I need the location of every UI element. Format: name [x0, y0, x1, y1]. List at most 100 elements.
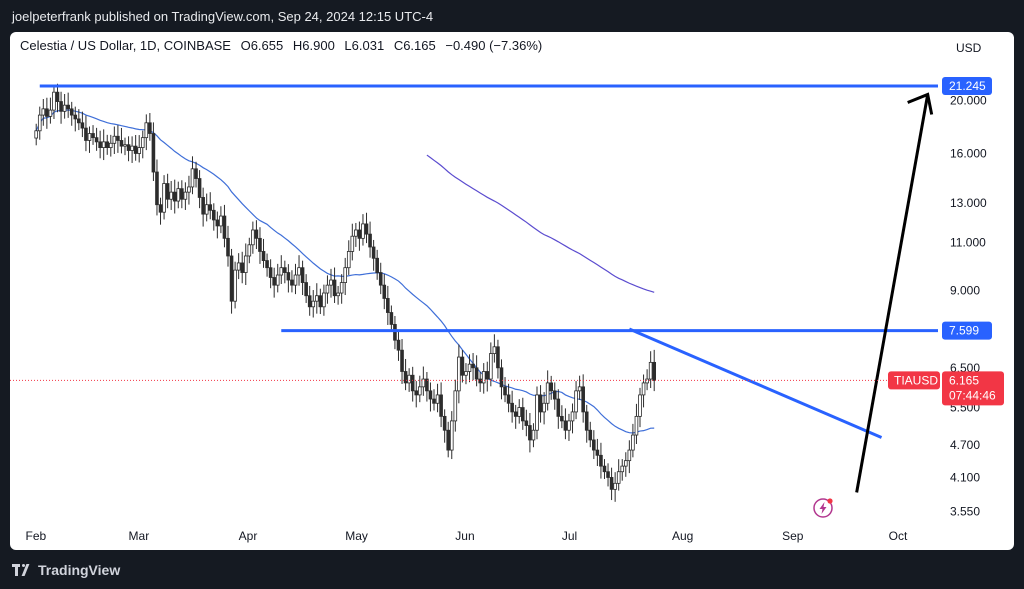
candle-down — [290, 279, 294, 286]
candle-down — [91, 133, 95, 139]
candle-down — [158, 204, 163, 213]
candle-down — [549, 382, 554, 392]
candle-up — [517, 407, 522, 417]
candle-up — [322, 292, 326, 308]
candle-down — [77, 118, 81, 124]
candle-up — [435, 394, 440, 404]
candle-down — [513, 411, 518, 417]
candle-down — [560, 415, 564, 422]
candle-up — [233, 269, 237, 302]
candle-down — [148, 122, 152, 134]
candle-up — [542, 402, 546, 413]
candle-up — [449, 420, 454, 451]
candle-up — [219, 215, 223, 227]
candle-down — [432, 398, 436, 404]
candle-up — [343, 267, 348, 283]
candle-down — [364, 223, 369, 235]
candle-down — [272, 277, 276, 286]
projection-arrow-head — [907, 92, 934, 115]
candle-down — [506, 394, 511, 404]
candle-down — [496, 346, 500, 369]
ohlc-legend: Celestia / US Dollar, 1D, COINBASE O6.65… — [20, 38, 542, 53]
candle-up — [481, 371, 486, 384]
candle-up — [311, 300, 316, 308]
candle-down — [98, 141, 102, 148]
last-price-value: 6.165 — [949, 373, 979, 387]
candle-down — [258, 237, 262, 252]
price-chart[interactable]: Celestia / US Dollar, 1D, COINBASE O6.65… — [10, 32, 1014, 550]
candle-down — [393, 324, 397, 341]
candle-down — [584, 411, 589, 431]
candle-down — [265, 260, 269, 269]
tradingview-logo[interactable]: TradingView — [12, 562, 120, 578]
publisher-text: joelpeterfrank published on TradingView.… — [12, 9, 434, 24]
candle-up — [631, 434, 635, 451]
candle-up — [350, 235, 355, 252]
candle-down — [155, 171, 159, 206]
candle-up — [112, 135, 117, 144]
candle-up — [204, 204, 209, 215]
candle-down — [105, 141, 110, 148]
price-tag-level-text: 21.245 — [949, 79, 986, 93]
candle-up — [613, 482, 617, 490]
candle-up — [492, 346, 497, 354]
candle-down — [599, 454, 603, 467]
candle-down — [226, 237, 230, 257]
candle-down — [368, 233, 372, 248]
candle-down — [194, 168, 198, 179]
candle-up — [190, 168, 195, 188]
candles — [34, 83, 657, 502]
candle-down — [652, 361, 657, 381]
trendline — [628, 327, 883, 439]
candle-up — [577, 386, 582, 392]
legend-change: −0.490 (−7.36%) — [445, 38, 542, 53]
candle-up — [314, 295, 319, 302]
candle-down — [524, 420, 529, 426]
candle-down — [460, 356, 465, 376]
candle-down — [471, 363, 475, 369]
candle-down — [396, 339, 401, 351]
candle-up — [108, 142, 113, 148]
candle-up — [236, 262, 241, 271]
candle-down — [318, 295, 323, 308]
candle-down — [499, 367, 504, 388]
candle-up — [52, 91, 56, 111]
candle-down — [552, 390, 557, 400]
x-tick-label: Aug — [672, 529, 693, 543]
candle-up — [620, 465, 625, 473]
candle-down — [442, 415, 447, 431]
x-tick-label: Oct — [889, 529, 908, 543]
candle-up — [183, 191, 188, 200]
y-tick-label: 13.000 — [950, 196, 987, 210]
drawings — [10, 84, 938, 493]
candle-up — [570, 411, 575, 422]
candle-down — [414, 390, 419, 396]
candle-down — [300, 267, 305, 283]
price-tag-level — [942, 321, 992, 340]
x-tick-label: May — [345, 529, 368, 543]
candle-down — [80, 122, 85, 129]
tradingview-mark-icon — [12, 564, 32, 576]
candle-up — [361, 223, 365, 239]
symbol-tag-text: TIAUSD — [894, 373, 938, 387]
lightning-icon[interactable] — [813, 498, 833, 518]
candle-up — [37, 114, 42, 132]
x-tick-label: Sep — [782, 529, 804, 543]
candle-down — [357, 229, 362, 239]
candle-up — [48, 109, 53, 117]
y-tick-label: 20.000 — [950, 93, 987, 107]
candle-up — [545, 382, 550, 404]
chart-panel[interactable]: Celestia / US Dollar, 1D, COINBASE O6.65… — [10, 32, 1014, 550]
svg-text:Celestia / US Dollar, 1D, COIN: Celestia / US Dollar, 1D, COINBASE O6.65… — [20, 38, 542, 53]
candle-up — [162, 183, 166, 213]
projection-arrow — [855, 94, 930, 493]
candle-up — [144, 122, 149, 139]
candle-down — [84, 127, 88, 141]
candle-down — [201, 197, 205, 215]
candle-up — [457, 356, 461, 392]
y-tick-label: 6.500 — [950, 361, 980, 375]
time-axis[interactable]: Feb Mar Apr May Jun Jul Aug Sep Oct — [26, 529, 908, 543]
candle-down — [222, 215, 227, 239]
candle-down — [55, 91, 60, 102]
